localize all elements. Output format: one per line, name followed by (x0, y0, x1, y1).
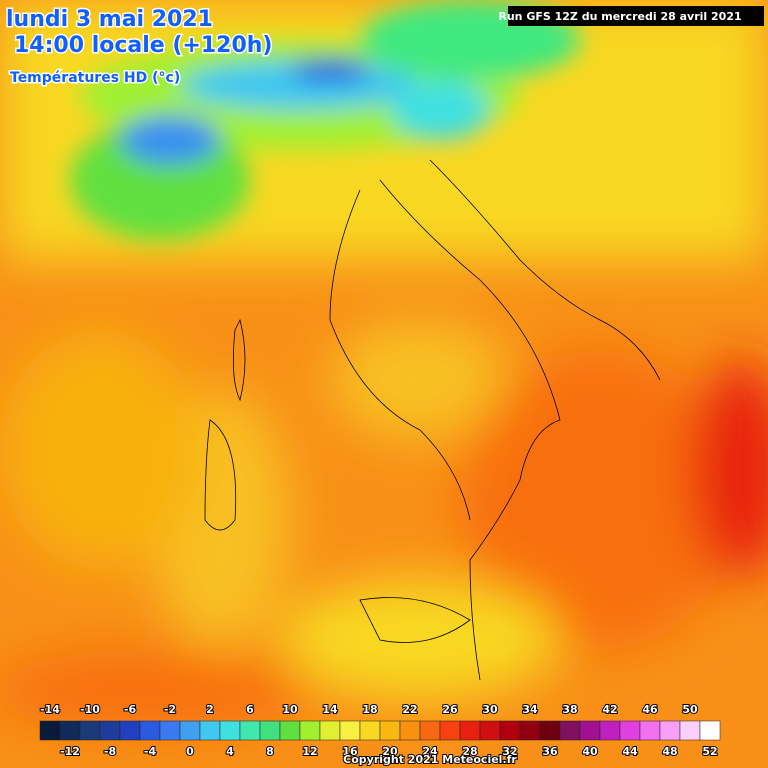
legend-swatch (639, 720, 661, 741)
legend-label: 8 (266, 745, 274, 758)
parameter-label: Températures HD (°c) (10, 70, 180, 86)
legend-swatch (599, 720, 621, 741)
legend-swatch (419, 720, 441, 741)
map-time: 14:00 locale (+120h) (14, 33, 272, 58)
legend-label: 18 (362, 703, 377, 716)
run-info: Run GFS 12Z du mercredi 28 avril 2021 (498, 10, 741, 23)
legend-swatch (619, 720, 641, 741)
legend-swatch (479, 720, 501, 741)
legend-label: -8 (104, 745, 116, 758)
legend-swatch (379, 720, 401, 741)
run-box (508, 6, 764, 26)
legend-label: 10 (282, 703, 298, 716)
coastlines (204, 159, 661, 681)
legend-label: -12 (60, 745, 80, 758)
legend-swatch (559, 720, 581, 741)
legend-swatch (299, 720, 321, 741)
legend-label: 32 (502, 745, 517, 758)
map-date: lundi 3 mai 2021 (6, 7, 213, 32)
legend-swatch (139, 720, 161, 741)
legend-swatch (659, 720, 681, 741)
legend-label: 34 (522, 703, 538, 716)
color-legend: -14-12-10-8-6-4-202468101214161820222426… (39, 702, 721, 759)
legend-label: 16 (342, 745, 358, 758)
legend-label: 2 (206, 703, 214, 716)
legend-swatch (579, 720, 601, 741)
legend-swatch (79, 720, 101, 741)
legend-swatch (499, 720, 521, 741)
legend-swatch (219, 720, 241, 741)
legend-label: 0 (186, 745, 194, 758)
legend-label: 12 (302, 745, 317, 758)
legend-swatch (119, 720, 141, 741)
legend-swatch (439, 720, 461, 741)
legend-label: -4 (144, 745, 157, 758)
legend-label: 50 (682, 703, 698, 716)
legend-label: 6 (246, 703, 254, 716)
legend-swatch (159, 720, 181, 741)
copyright: Copyright 2021 Meteociel.fr (343, 753, 517, 766)
legend-swatch (399, 720, 421, 741)
legend-label: 46 (642, 703, 658, 716)
legend-swatch (39, 720, 61, 741)
legend-swatch (539, 720, 561, 741)
legend-swatch (179, 720, 201, 741)
legend-label: 52 (702, 745, 717, 758)
legend-label: 20 (382, 745, 398, 758)
legend-swatch (679, 720, 701, 741)
legend-swatch (699, 720, 721, 741)
legend-label: 22 (402, 703, 417, 716)
legend-label: 30 (482, 703, 498, 716)
legend-swatch (319, 720, 341, 741)
legend-swatch (459, 720, 481, 741)
legend-swatch (259, 720, 281, 741)
legend-swatch (519, 720, 541, 741)
legend-label: 14 (322, 703, 338, 716)
legend-label: 28 (462, 745, 477, 758)
legend-label: 48 (662, 745, 677, 758)
legend-label: 24 (422, 745, 438, 758)
legend-swatch (339, 720, 361, 741)
legend-swatch (359, 720, 381, 741)
legend-label: -10 (80, 703, 100, 716)
legend-swatch (99, 720, 121, 741)
legend-label: 42 (602, 703, 617, 716)
legend-label: 38 (562, 703, 577, 716)
legend-swatch (279, 720, 301, 741)
legend-label: -2 (164, 703, 176, 716)
legend-label: 36 (542, 745, 558, 758)
legend-label: 40 (582, 745, 598, 758)
legend-label: 44 (622, 745, 638, 758)
legend-label: 26 (442, 703, 458, 716)
legend-swatch (199, 720, 221, 741)
legend-swatch (59, 720, 81, 741)
legend-label: 4 (226, 745, 234, 758)
legend-swatch (239, 720, 261, 741)
legend-label: -6 (124, 703, 137, 716)
legend-label: -14 (40, 703, 60, 716)
